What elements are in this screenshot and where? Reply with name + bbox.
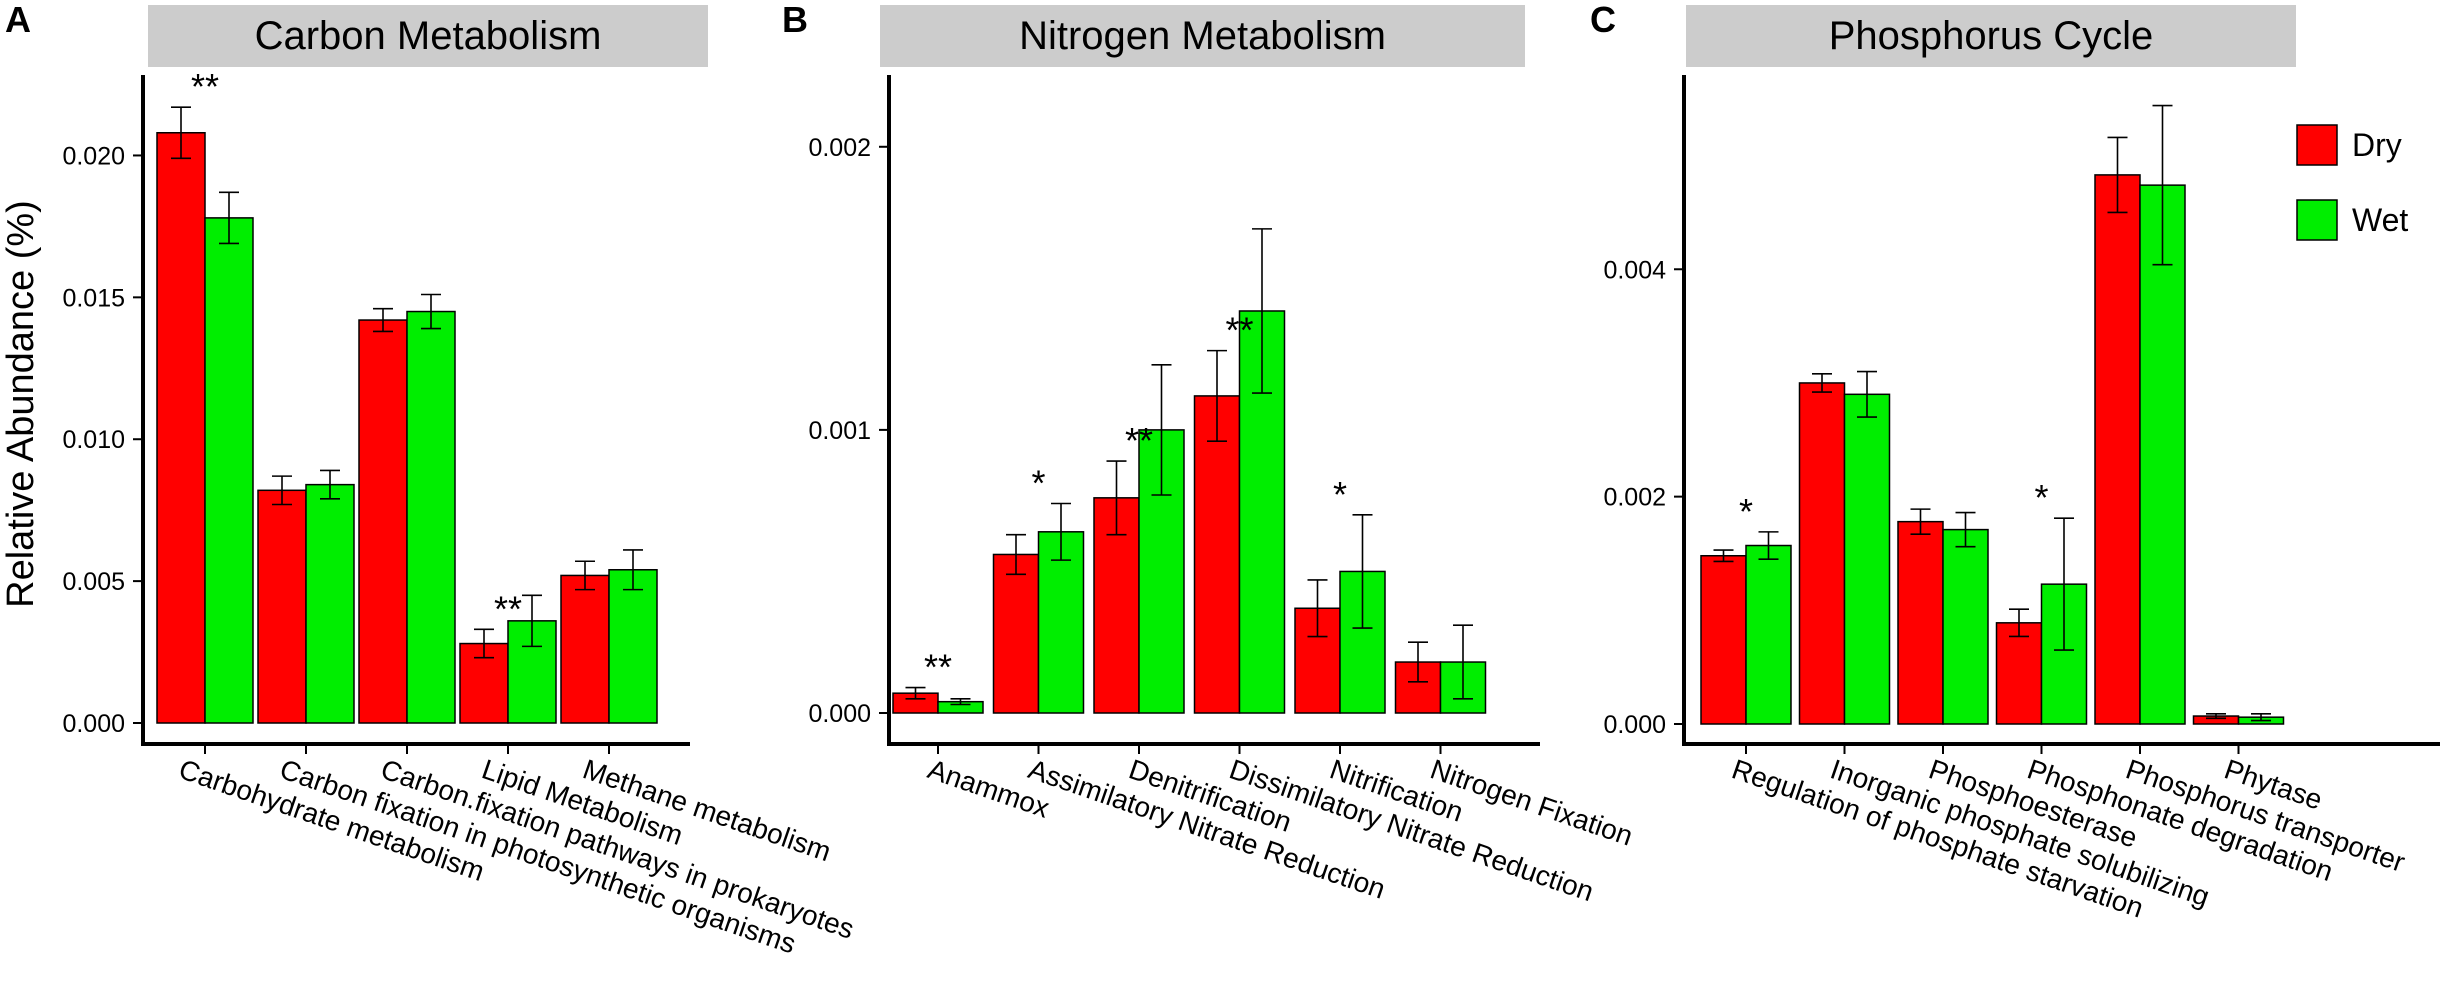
bar-dry — [992, 553, 1040, 714]
bar-wet — [2139, 184, 2186, 725]
panel-title-box — [880, 5, 1525, 67]
significance-marker: ** — [494, 588, 522, 629]
panel-a: Carbon Metabolism A 0.000 0.005 0.010 0.015 0.… — [5, 0, 858, 960]
y-tick-label: 0.000 — [62, 710, 125, 738]
y-tick-label: 0.020 — [62, 142, 125, 170]
y-tick-label: 0.004 — [1603, 256, 1666, 284]
panel-title-box — [148, 5, 708, 67]
significance-marker: ** — [1225, 310, 1253, 351]
y-tick-label: 0.002 — [808, 134, 871, 162]
significance-marker: ** — [924, 647, 952, 688]
bar-dry — [1798, 382, 1846, 725]
y-tick-label: 0.002 — [1603, 484, 1666, 512]
bar-dry — [560, 574, 610, 724]
legend: Dry Wet — [2296, 124, 2408, 241]
panel-c: Phosphorus CycleC0.0000.0020.004Regulati… — [1590, 0, 2440, 924]
y-tick-label: 0.001 — [808, 417, 871, 445]
legend-swatch-wet — [2296, 199, 2338, 241]
bar-dry — [1995, 622, 2043, 725]
panel-letter: B — [782, 0, 808, 40]
significance-marker: * — [1031, 462, 1045, 503]
panel-letter: A — [5, 0, 31, 40]
bar-dry — [257, 489, 307, 724]
panel-b: Nitrogen MetabolismB0.0000.0010.002Anamm… — [782, 0, 1637, 907]
bar-dry — [2094, 174, 2141, 725]
bar-wet — [305, 483, 355, 724]
bar-wet — [1745, 544, 1792, 725]
y-tick-label: 0.010 — [62, 426, 125, 454]
significance-marker: * — [2034, 477, 2048, 518]
y-tick-label: 0.000 — [808, 700, 871, 728]
bar-wet — [406, 310, 456, 724]
legend-label-dry: Dry — [2352, 127, 2402, 163]
significance-marker: * — [1333, 474, 1347, 515]
bar-dry — [1897, 520, 1944, 725]
bar-wet — [1942, 528, 1989, 725]
significance-marker: ** — [1125, 420, 1153, 461]
panel-title: Phosphorus Cycle — [1829, 14, 2154, 58]
bar-wet — [204, 217, 254, 724]
bar-dry — [156, 132, 206, 724]
bar-dry — [1193, 395, 1241, 714]
panel-title: Carbon Metabolism — [255, 14, 602, 58]
y-tick-label: 0.005 — [62, 568, 125, 596]
panel-title-box — [1686, 5, 2296, 67]
significance-marker: ** — [191, 66, 219, 107]
y-tick-label: 0.000 — [1603, 711, 1666, 739]
significance-marker: * — [1739, 491, 1753, 532]
legend-swatch-dry — [2296, 124, 2338, 166]
bar-wet — [1843, 393, 1891, 725]
bar-wet — [608, 569, 658, 724]
panel-title: Nitrogen Metabolism — [1019, 14, 1386, 58]
y-tick-label: 0.015 — [62, 284, 125, 312]
legend-label-wet: Wet — [2352, 202, 2408, 238]
y-axis-label: Relative Abundance (%) — [0, 200, 42, 608]
bar-dry — [1700, 554, 1747, 725]
bar-dry — [358, 319, 408, 724]
panel-letter: C — [1590, 0, 1616, 40]
